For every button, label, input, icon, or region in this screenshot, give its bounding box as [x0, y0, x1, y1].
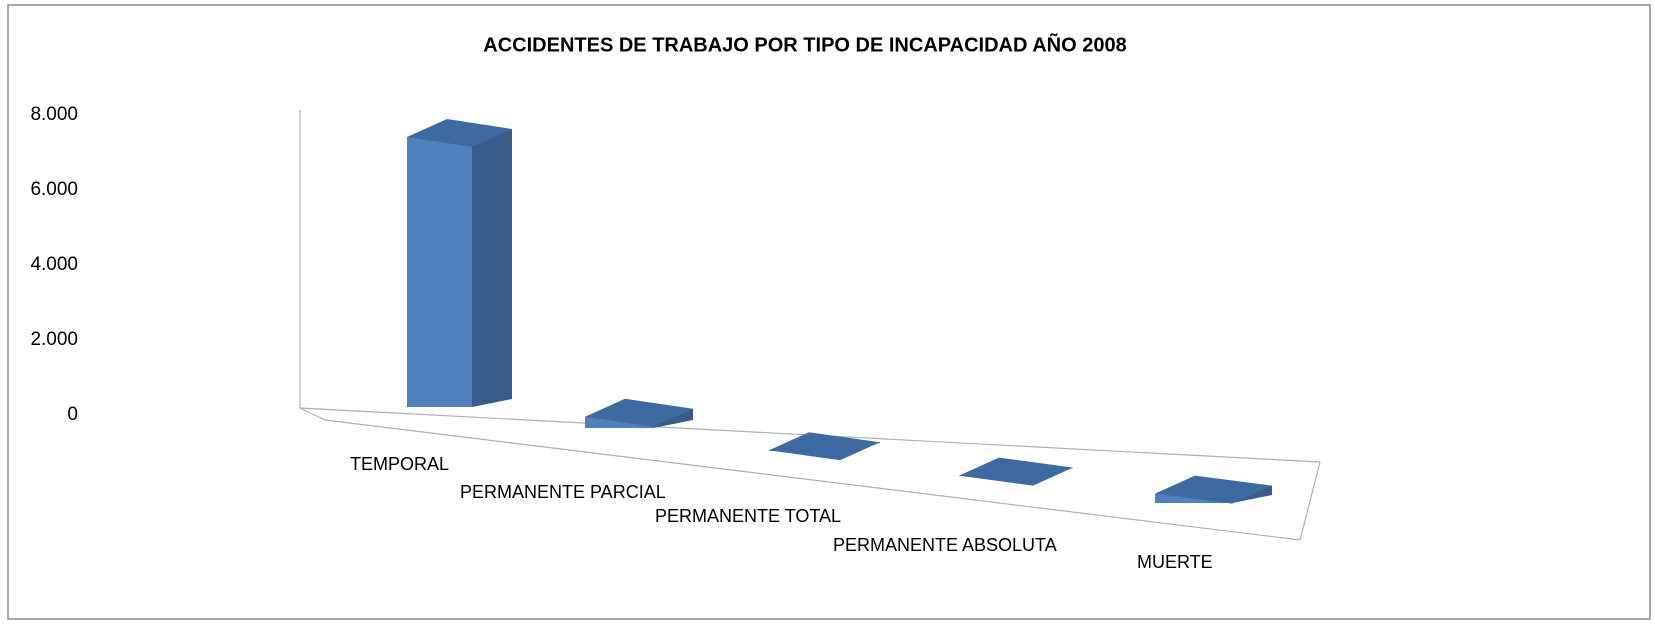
y-tick-label: 2.000	[30, 329, 78, 350]
bar	[407, 137, 472, 407]
bar-side	[472, 129, 512, 407]
x-tick-label: PERMANENTE PARCIAL	[460, 482, 666, 502]
x-tick-label: PERMANENTE ABSOLUTA	[833, 535, 1057, 555]
y-tick-label: 4.000	[30, 254, 78, 275]
y-tick-label: 0	[67, 404, 78, 425]
chart-title: ACCIDENTES DE TRABAJO POR TIPO DE INCAPA…	[483, 33, 1126, 56]
x-tick-label: MUERTE	[1137, 552, 1213, 572]
x-tick-label: PERMANENTE TOTAL	[655, 506, 841, 526]
x-tick-label: TEMPORAL	[350, 454, 449, 474]
y-tick-label: 6.000	[30, 179, 78, 200]
chart-frame	[8, 5, 1650, 619]
y-tick-label: 8.000	[30, 104, 78, 125]
